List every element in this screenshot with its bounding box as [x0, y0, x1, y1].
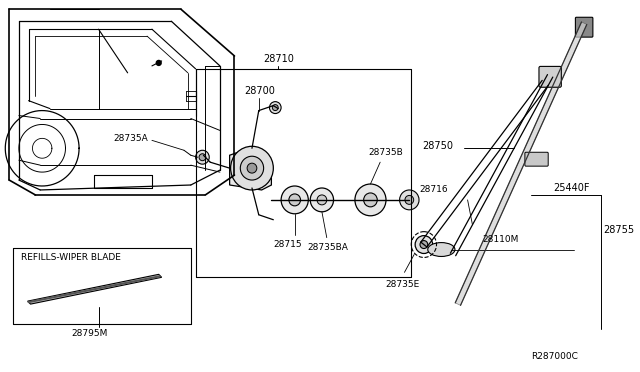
- Circle shape: [420, 241, 428, 248]
- Text: 28735BA: 28735BA: [307, 243, 348, 252]
- Text: 28735B: 28735B: [369, 148, 403, 157]
- Text: 28755: 28755: [604, 225, 635, 235]
- Text: REFILLS-WIPER BLADE: REFILLS-WIPER BLADE: [21, 253, 121, 262]
- Polygon shape: [455, 22, 587, 305]
- Text: 28715: 28715: [273, 240, 302, 249]
- Circle shape: [156, 60, 161, 65]
- FancyBboxPatch shape: [575, 17, 593, 37]
- Circle shape: [196, 150, 209, 164]
- Circle shape: [355, 184, 386, 216]
- FancyBboxPatch shape: [539, 66, 561, 87]
- Polygon shape: [230, 148, 271, 190]
- Text: 28110M: 28110M: [482, 235, 518, 244]
- Text: R287000C: R287000C: [531, 352, 577, 361]
- Circle shape: [364, 193, 377, 207]
- Circle shape: [199, 154, 206, 161]
- Circle shape: [240, 156, 264, 180]
- Polygon shape: [28, 274, 162, 304]
- Text: 28700: 28700: [244, 86, 275, 96]
- Text: 28716: 28716: [419, 186, 447, 195]
- Text: 28735E: 28735E: [385, 280, 419, 289]
- Circle shape: [247, 163, 257, 173]
- Circle shape: [317, 195, 327, 205]
- Ellipse shape: [428, 243, 455, 256]
- Circle shape: [281, 186, 308, 214]
- Circle shape: [405, 195, 413, 204]
- Circle shape: [269, 102, 281, 113]
- Circle shape: [310, 188, 333, 212]
- Text: 25440F: 25440F: [553, 183, 589, 193]
- Circle shape: [230, 146, 273, 190]
- Text: 28750: 28750: [422, 141, 453, 151]
- Circle shape: [273, 105, 278, 110]
- Text: 28710: 28710: [264, 54, 294, 64]
- Text: 28735A: 28735A: [113, 134, 148, 143]
- Text: 28795M: 28795M: [71, 329, 108, 339]
- Circle shape: [415, 235, 433, 253]
- Circle shape: [399, 190, 419, 210]
- FancyBboxPatch shape: [525, 152, 548, 166]
- Circle shape: [289, 194, 301, 206]
